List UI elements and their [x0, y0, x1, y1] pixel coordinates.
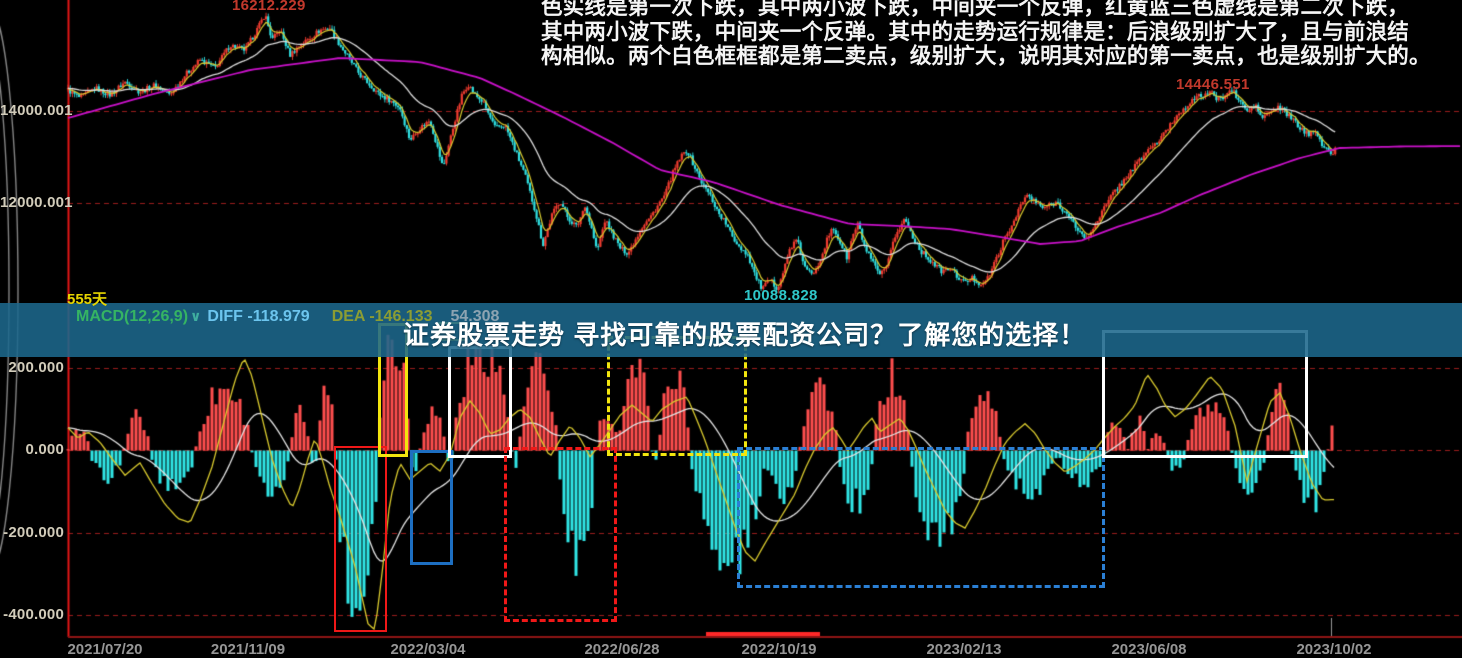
macd-axis-label: -400.000	[3, 606, 64, 623]
box-white-first-sell	[448, 346, 512, 458]
annotation-line-1: 色实线是第一次下跌，其中两小波下跌，中间夹一个反弹，红黄蓝三色虚线是第二次下跌，	[541, 0, 1410, 19]
x-axis-date: 2022/03/04	[390, 641, 466, 658]
price-mark-label: 14446.551	[1176, 76, 1250, 93]
x-axis-date: 2023/10/02	[1296, 641, 1372, 658]
x-axis-date: 2023/06/08	[1111, 641, 1187, 658]
chevron-down-icon[interactable]: ∨	[190, 308, 202, 324]
x-axis-date: 2022/10/19	[741, 641, 817, 658]
banner-title[interactable]: 证券股票走势 寻找可靠的股票配资公司？了解您的选择！	[403, 320, 1087, 350]
macd-indicator-row: MACD(12,26,9) ∨ DIFF -118.979 DEA -146.133 5…	[76, 308, 499, 326]
diff-value: DIFF -118.979	[207, 308, 310, 325]
macd-axis-label: 200.000	[8, 359, 64, 376]
annotation-line-2: 其中两小波下跌，中间夹一个反弹。其中的走势运行规律是：后浪级别扩大了，且与前浪结	[541, 19, 1410, 44]
x-axis-date: 2021/07/20	[67, 641, 143, 658]
annotation-paragraph: 色实线是第一次下跌，其中两小波下跌，中间夹一个反弹，红黄蓝三色虚线是第二次下跌，…	[541, 0, 1462, 69]
price-axis-label: 12000.001	[0, 194, 73, 211]
duration-label: 555天	[67, 291, 108, 308]
price-mark-label: 16212.229	[232, 0, 306, 14]
box-blue-dashed	[737, 447, 1105, 588]
x-axis-date: 2021/11/09	[210, 641, 286, 658]
macd-axis-label: -200.000	[3, 524, 64, 541]
macd-axis-label: 0.000	[25, 441, 64, 458]
x-axis-date: 2022/06/28	[584, 641, 660, 658]
price-axis-label: 14000.001	[0, 102, 73, 119]
macd-bar-value: 54.308	[450, 308, 500, 325]
box-red-dashed	[504, 447, 617, 622]
box-blue-solid	[410, 450, 453, 565]
box-red-solid	[334, 446, 387, 632]
macd-indicator-label[interactable]: MACD(12,26,9)	[76, 308, 189, 325]
ad-banner[interactable]: MACD(12,26,9) ∨ DIFF -118.979 DEA -146.133 5…	[0, 303, 1462, 357]
annotation-line-3: 构相似。两个白色框框都是第二卖点，级别扩大，说明其对应的第一卖点，也是级别扩大的…	[541, 44, 1431, 68]
dea-value: DEA -146.133	[331, 308, 433, 325]
x-axis-date: 2023/02/13	[926, 641, 1002, 658]
price-mark-label: 10088.828	[744, 287, 818, 304]
